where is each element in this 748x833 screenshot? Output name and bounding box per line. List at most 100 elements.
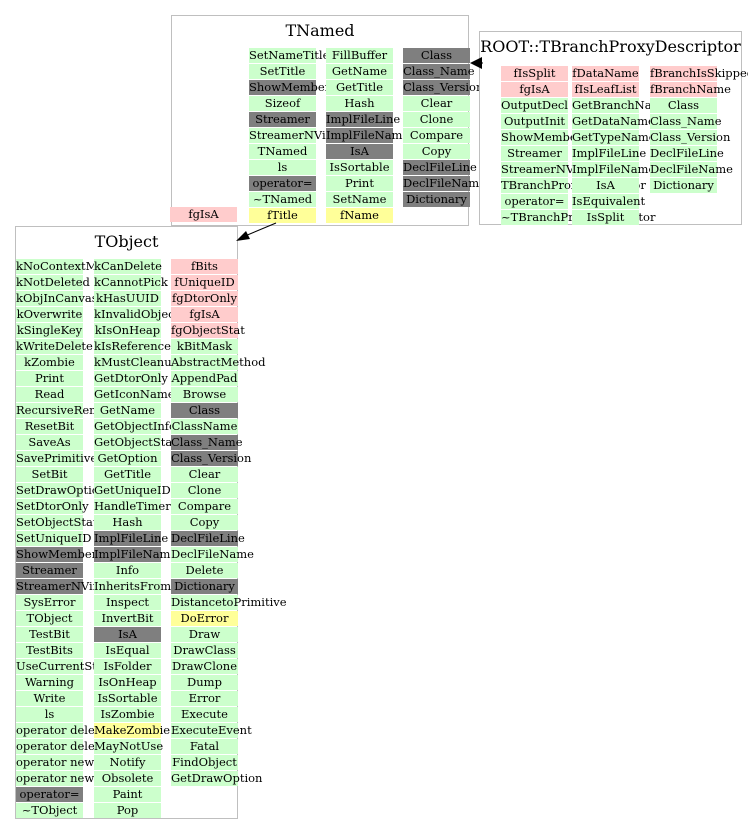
member-info-tobject[interactable]: Info (94, 563, 161, 578)
member-clear-tobject[interactable]: Clear (171, 467, 238, 482)
member-executeevent-tobject[interactable]: ExecuteEvent (171, 723, 252, 738)
member-isfolder-tobject[interactable]: IsFolder (94, 659, 161, 674)
member-hash-tobject[interactable]: Hash (94, 515, 161, 530)
member-declfilename-tnamed[interactable]: DeclFileName (403, 176, 486, 191)
member-copy-tobject[interactable]: Copy (171, 515, 238, 530)
member-isequal-tobject[interactable]: IsEqual (94, 643, 161, 658)
member-write-tobject[interactable]: Write (16, 691, 83, 706)
member-dictionary-tbranchproxydescriptor[interactable]: Dictionary (650, 178, 717, 193)
member-sizeof-tnamed[interactable]: Sizeof (249, 96, 316, 111)
member-delete-tobject[interactable]: Delete (171, 563, 238, 578)
member-fillbuffer-tnamed[interactable]: FillBuffer (326, 48, 393, 63)
member-notify-tobject[interactable]: Notify (94, 755, 161, 770)
member-declfileline-tbranchproxydescriptor[interactable]: DeclFileLine (650, 146, 724, 161)
member-fatal-tobject[interactable]: Fatal (171, 739, 238, 754)
member-read-tobject[interactable]: Read (16, 387, 83, 402)
member-class-tobject[interactable]: Class (171, 403, 238, 418)
member-classname-tobject[interactable]: ClassName (171, 419, 238, 434)
member-maynotuse-tobject[interactable]: MayNotUse (94, 739, 164, 754)
member-declfilename-tobject[interactable]: DeclFileName (171, 547, 254, 562)
member-outputinit-tbranchproxydescriptor[interactable]: OutputInit (501, 114, 568, 129)
member-operator-tbranchproxydescriptor[interactable]: operator= (501, 194, 568, 209)
member-hash-tnamed[interactable]: Hash (326, 96, 393, 111)
member-class-version-tnamed[interactable]: Class_Version (403, 80, 484, 95)
member-testbits-tobject[interactable]: TestBits (16, 643, 83, 658)
member-kisonheap-tobject[interactable]: kIsOnHeap (94, 323, 161, 338)
member-implfilename-tnamed[interactable]: ImplFileName (326, 128, 410, 143)
member-fbranchname-tbranchproxydescriptor[interactable]: fBranchName (650, 82, 731, 97)
member-ksinglekey-tobject[interactable]: kSingleKey (16, 323, 83, 338)
member-fgisa-outside-tnamed[interactable]: fgIsA (170, 207, 237, 222)
member-class-tnamed[interactable]: Class (403, 48, 470, 63)
member-kisreferenced-tobject[interactable]: kIsReferenced (94, 339, 179, 354)
member-dump-tobject[interactable]: Dump (171, 675, 238, 690)
member-implfileline-tnamed[interactable]: ImplFileLine (326, 112, 401, 127)
member-handletimer-tobject[interactable]: HandleTimer (94, 499, 171, 514)
member-showmembers-tobject[interactable]: ShowMembers (16, 547, 104, 562)
member-implfileline-tobject[interactable]: ImplFileLine (94, 531, 169, 546)
member-fisleaflist-tbranchproxydescriptor[interactable]: fIsLeafList (572, 82, 639, 97)
member-compare-tnamed[interactable]: Compare (403, 128, 470, 143)
member-drawclone-tobject[interactable]: DrawClone (171, 659, 238, 674)
member-khasuuid-tobject[interactable]: kHasUUID (94, 291, 161, 306)
member-testbit-tobject[interactable]: TestBit (16, 627, 83, 642)
member-fgisa-tobject[interactable]: fgIsA (171, 307, 238, 322)
member-fissplit-tbranchproxydescriptor[interactable]: fIsSplit (501, 66, 568, 81)
member-setbit-tobject[interactable]: SetBit (16, 467, 83, 482)
member-inspect-tobject[interactable]: Inspect (94, 595, 161, 610)
member-class-version-tobject[interactable]: Class_Version (171, 451, 252, 466)
member-getuniqueid-tobject[interactable]: GetUniqueID (94, 483, 171, 498)
member-dictionary-tobject[interactable]: Dictionary (171, 579, 238, 594)
member-kcannotpick-tobject[interactable]: kCannotPick (94, 275, 168, 290)
member-tobject-tobject[interactable]: TObject (16, 611, 83, 626)
member-setuniqueid-tobject[interactable]: SetUniqueID (16, 531, 92, 546)
member-operator-tobject[interactable]: operator= (16, 787, 83, 802)
member-implfilename-tbranchproxydescriptor[interactable]: ImplFileName (572, 162, 656, 177)
member-kzombie-tobject[interactable]: kZombie (16, 355, 83, 370)
member-getname-tobject[interactable]: GetName (94, 403, 161, 418)
member-ls-tnamed[interactable]: ls (249, 160, 316, 175)
member-execute-tobject[interactable]: Execute (171, 707, 238, 722)
member-showmembers-tnamed[interactable]: ShowMembers (249, 80, 337, 95)
member-getname-tnamed[interactable]: GetName (326, 64, 393, 79)
member-implfileline-tbranchproxydescriptor[interactable]: ImplFileLine (572, 146, 647, 161)
member-print-tnamed[interactable]: Print (326, 176, 393, 191)
member-tnamed-tnamed[interactable]: TNamed (249, 144, 316, 159)
member-implfilename-tobject[interactable]: ImplFileName (94, 547, 178, 562)
member-getobjectstat-tobject[interactable]: GetObjectStat (94, 435, 177, 450)
member-fgisa-tbranchproxydescriptor[interactable]: fgIsA (501, 82, 568, 97)
member-syserror-tobject[interactable]: SysError (16, 595, 83, 610)
member-operator-new-tobject[interactable]: operator new[] (16, 771, 104, 786)
member-saveprimitive-tobject[interactable]: SavePrimitive (16, 451, 98, 466)
member-tnamed-tnamed[interactable]: ~TNamed (249, 192, 316, 207)
member-class-version-tbranchproxydescriptor[interactable]: Class_Version (650, 130, 731, 145)
member-clone-tobject[interactable]: Clone (171, 483, 238, 498)
member-ftitle-tnamed[interactable]: fTitle (249, 208, 316, 223)
member-streamer-tnamed[interactable]: Streamer (249, 112, 316, 127)
member-gettitle-tobject[interactable]: GetTitle (94, 467, 161, 482)
member-declfileline-tnamed[interactable]: DeclFileLine (403, 160, 477, 175)
member-isa-tbranchproxydescriptor[interactable]: IsA (572, 178, 639, 193)
member-isa-tobject[interactable]: IsA (94, 627, 161, 642)
member-showmembers-tbranchproxydescriptor[interactable]: ShowMembers (501, 130, 589, 145)
member-issplit-tbranchproxydescriptor[interactable]: IsSplit (572, 210, 639, 225)
member-doerror-tobject[interactable]: DoError (171, 611, 238, 626)
member-paint-tobject[interactable]: Paint (94, 787, 161, 802)
member-issortable-tnamed[interactable]: IsSortable (326, 160, 393, 175)
member-funiqueid-tobject[interactable]: fUniqueID (171, 275, 238, 290)
member-isa-tnamed[interactable]: IsA (326, 144, 393, 159)
member-dictionary-tnamed[interactable]: Dictionary (403, 192, 470, 207)
member-setnametitle-tnamed[interactable]: SetNameTitle (249, 48, 330, 63)
member-findobject-tobject[interactable]: FindObject (171, 755, 238, 770)
member-kbitmask-tobject[interactable]: kBitMask (171, 339, 238, 354)
member-streamer-tbranchproxydescriptor[interactable]: Streamer (501, 146, 568, 161)
member-setobjectstat-tobject[interactable]: SetObjectStat (16, 515, 98, 530)
member-iszombie-tobject[interactable]: IsZombie (94, 707, 161, 722)
member-koverwrite-tobject[interactable]: kOverwrite (16, 307, 83, 322)
member-obsolete-tobject[interactable]: Obsolete (94, 771, 161, 786)
member-saveas-tobject[interactable]: SaveAs (16, 435, 83, 450)
member-kinvalidobject-tobject[interactable]: kInvalidObject (94, 307, 180, 322)
member-compare-tobject[interactable]: Compare (171, 499, 238, 514)
member-pop-tobject[interactable]: Pop (94, 803, 161, 818)
member-kcandelete-tobject[interactable]: kCanDelete (94, 259, 162, 274)
